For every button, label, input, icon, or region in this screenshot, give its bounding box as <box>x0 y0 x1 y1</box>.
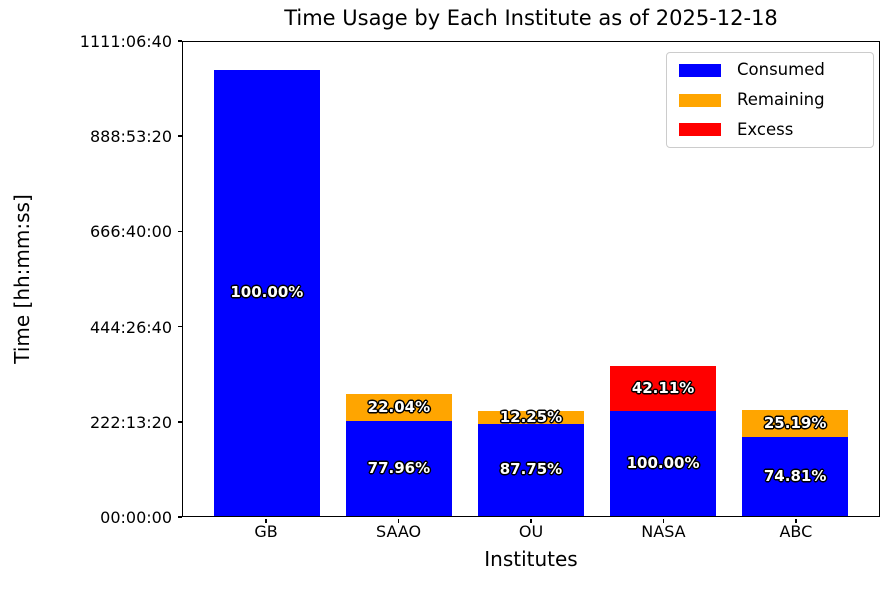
y-tick-mark <box>178 40 182 42</box>
bar-group-nasa: 100.00% 42.11% <box>610 42 716 516</box>
chart-title: Time Usage by Each Institute as of 2025-… <box>284 6 778 30</box>
bar-group-saao: 77.96% 22.04% <box>346 42 452 516</box>
bar-segment-remaining-saao: 22.04% <box>346 394 452 422</box>
y-axis-label: Time [hh:mm:ss] <box>10 194 34 364</box>
y-tick-mark <box>178 230 182 233</box>
y-tick-mark <box>178 421 182 423</box>
bar-segment-percfor-label: 100.00% <box>626 453 700 472</box>
y-tick-label: 888:53:20 <box>89 127 172 147</box>
bar-segment-consumed-abc: 74.81% <box>742 437 849 516</box>
bar-segment-percfor-label: 77.96% <box>367 459 431 478</box>
y-tick-mark <box>178 516 182 518</box>
bar-group-gb: 100.00% <box>213 42 320 516</box>
bar-segment-percfor-label: 87.75% <box>499 460 563 479</box>
legend-label: Excess <box>737 119 794 139</box>
bar-segment-consumed-saao: 77.96% <box>346 421 452 516</box>
y-tick-label: 666:40:00 <box>89 222 172 242</box>
bar-segment-percfor-label: 25.19% <box>763 414 827 433</box>
y-tick-mark <box>178 135 182 137</box>
y-tick-label: 444:26:40 <box>89 317 172 337</box>
x-tick-label-saao: SAAO <box>375 522 422 541</box>
x-tick-mark <box>265 518 267 523</box>
x-tick-label-gb: GB <box>254 522 278 541</box>
x-tick-mark <box>662 518 665 523</box>
bar-segment-remaining-ou: 12.25% <box>478 407 584 426</box>
bar-segment-percfor-label: 74.81% <box>763 467 827 486</box>
x-axis-label: Institutes <box>484 547 578 571</box>
plot-area: Consumed Remaining Excess 100.00% 77.96% 22.… <box>182 41 880 517</box>
bar-segment-percfor-label: 12.25% <box>499 407 563 426</box>
bar-segment-consumed-gb: 100.00% <box>213 69 320 516</box>
y-tick-mark <box>178 325 182 328</box>
bar-segment-remaining-abc: 25.19% <box>742 410 849 438</box>
legend-item-consumed: Consumed <box>679 60 861 79</box>
legend-swatch-excess <box>679 123 721 137</box>
bar-segment-percfor-label: 42.11% <box>631 378 695 397</box>
legend-label: Remaining <box>737 89 825 109</box>
x-tick-mark <box>795 518 797 523</box>
y-tick-label: 1111:06:40 <box>79 32 172 51</box>
x-tick-mark <box>530 518 532 523</box>
legend: Consumed Remaining Excess <box>666 52 874 148</box>
x-tick-mark <box>397 518 400 523</box>
bar-segment-consumed-nasa: 100.00% <box>610 410 716 516</box>
y-tick-label: 00:00:00 <box>100 508 172 527</box>
bar-segment-percfor-label: 22.04% <box>367 398 431 417</box>
legend-swatch-remaining <box>679 93 721 107</box>
legend-item-remaining: Remaining <box>679 89 861 109</box>
legend-label: Consumed <box>737 60 825 79</box>
bar-group-ou: 87.75% 12.25% <box>478 42 584 516</box>
bar-group-abc: 74.81% 25.19% <box>742 42 849 516</box>
legend-item-excess: Excess <box>679 119 861 139</box>
bar-segment-percfor-label: 100.00% <box>230 283 304 302</box>
x-tick-label-nasa: NASA <box>641 522 686 541</box>
x-tick-label-ou: OU <box>518 522 544 541</box>
x-tick-label-abc: ABC <box>779 522 813 541</box>
bar-segment-excess-nasa: 42.11% <box>610 366 716 411</box>
bar-segment-consumed-ou: 87.75% <box>478 423 584 516</box>
y-tick-label: 222:13:20 <box>89 412 172 432</box>
legend-swatch-consumed <box>679 63 721 77</box>
